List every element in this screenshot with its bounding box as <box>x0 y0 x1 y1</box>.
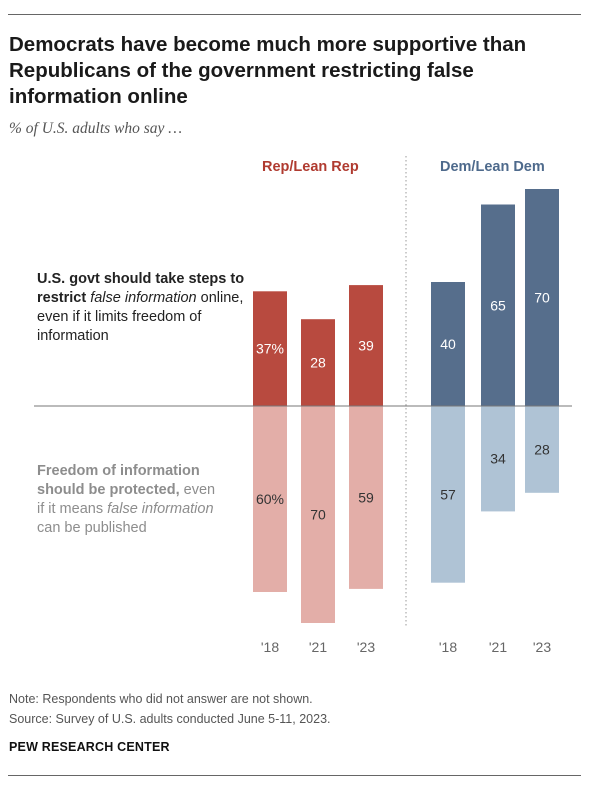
dem-restrict-label-1: 65 <box>490 297 506 313</box>
legend-restrict-rest: online, even if it limits freedom of inf… <box>37 290 244 344</box>
group-label-dem: Dem/Lean Dem <box>440 159 545 175</box>
legend-freedom-italic: false information <box>107 501 214 517</box>
dem-restrict-label-2: 70 <box>534 290 550 306</box>
rep-restrict-bar-0 <box>253 291 287 406</box>
chart-note: Note: Respondents who did not answer are… <box>9 692 313 706</box>
dem-freedom-label-1: 34 <box>490 451 506 467</box>
bottom-rule <box>8 775 581 776</box>
legend-freedom-pre: even if it means <box>37 482 216 517</box>
chart-subtitle: % of U.S. adults who say … <box>9 120 183 137</box>
rep-freedom-bar-1 <box>301 406 335 623</box>
legend-restrict-italic: false information <box>90 290 197 306</box>
rep-freedom-label-2: 59 <box>358 489 374 505</box>
dem-year-tick-1: '21 <box>489 639 507 655</box>
brand-logo-text: PEW RESEARCH CENTER <box>9 740 170 754</box>
chart-source: Source: Survey of U.S. adults conducted … <box>9 712 331 726</box>
legend-restrict: U.S. govt should take steps to restrict … <box>37 270 252 346</box>
dem-restrict-bar-0 <box>431 282 465 406</box>
legend-freedom-bold: Freedom of information should be protect… <box>37 463 200 498</box>
rep-freedom-bar-0 <box>253 406 287 592</box>
dem-freedom-label-0: 57 <box>440 486 456 502</box>
rep-restrict-label-1: 28 <box>310 355 326 371</box>
rep-freedom-label-1: 70 <box>310 507 326 523</box>
top-rule <box>8 14 581 15</box>
rep-freedom-bar-2 <box>349 406 383 589</box>
dem-freedom-label-2: 28 <box>534 441 550 457</box>
dem-freedom-bar-0 <box>431 406 465 583</box>
chart-title: Democrats have become much more supporti… <box>9 33 527 108</box>
dem-restrict-label-0: 40 <box>440 336 456 352</box>
dem-restrict-bar-2 <box>525 189 559 406</box>
dem-freedom-bar-1 <box>481 406 515 512</box>
rep-restrict-bar-2 <box>349 285 383 406</box>
legend-restrict-bold: U.S. govt should take steps to restrict <box>37 271 245 306</box>
rep-freedom-label-0: 60% <box>256 491 284 507</box>
rep-year-tick-1: '21 <box>309 639 327 655</box>
dem-year-tick-0: '18 <box>439 639 457 655</box>
dem-restrict-bar-1 <box>481 204 515 406</box>
legend-freedom-post: can be published <box>37 520 147 536</box>
dem-year-tick-2: '23 <box>533 639 551 655</box>
rep-restrict-label-2: 39 <box>358 338 374 354</box>
rep-year-tick-0: '18 <box>261 639 279 655</box>
rep-year-tick-2: '23 <box>357 639 375 655</box>
rep-restrict-bar-1 <box>301 319 335 406</box>
legend-freedom: Freedom of information should be protect… <box>37 462 222 538</box>
rep-restrict-label-0: 37% <box>256 341 284 357</box>
group-label-rep: Rep/Lean Rep <box>262 159 359 175</box>
dem-freedom-bar-2 <box>525 406 559 493</box>
